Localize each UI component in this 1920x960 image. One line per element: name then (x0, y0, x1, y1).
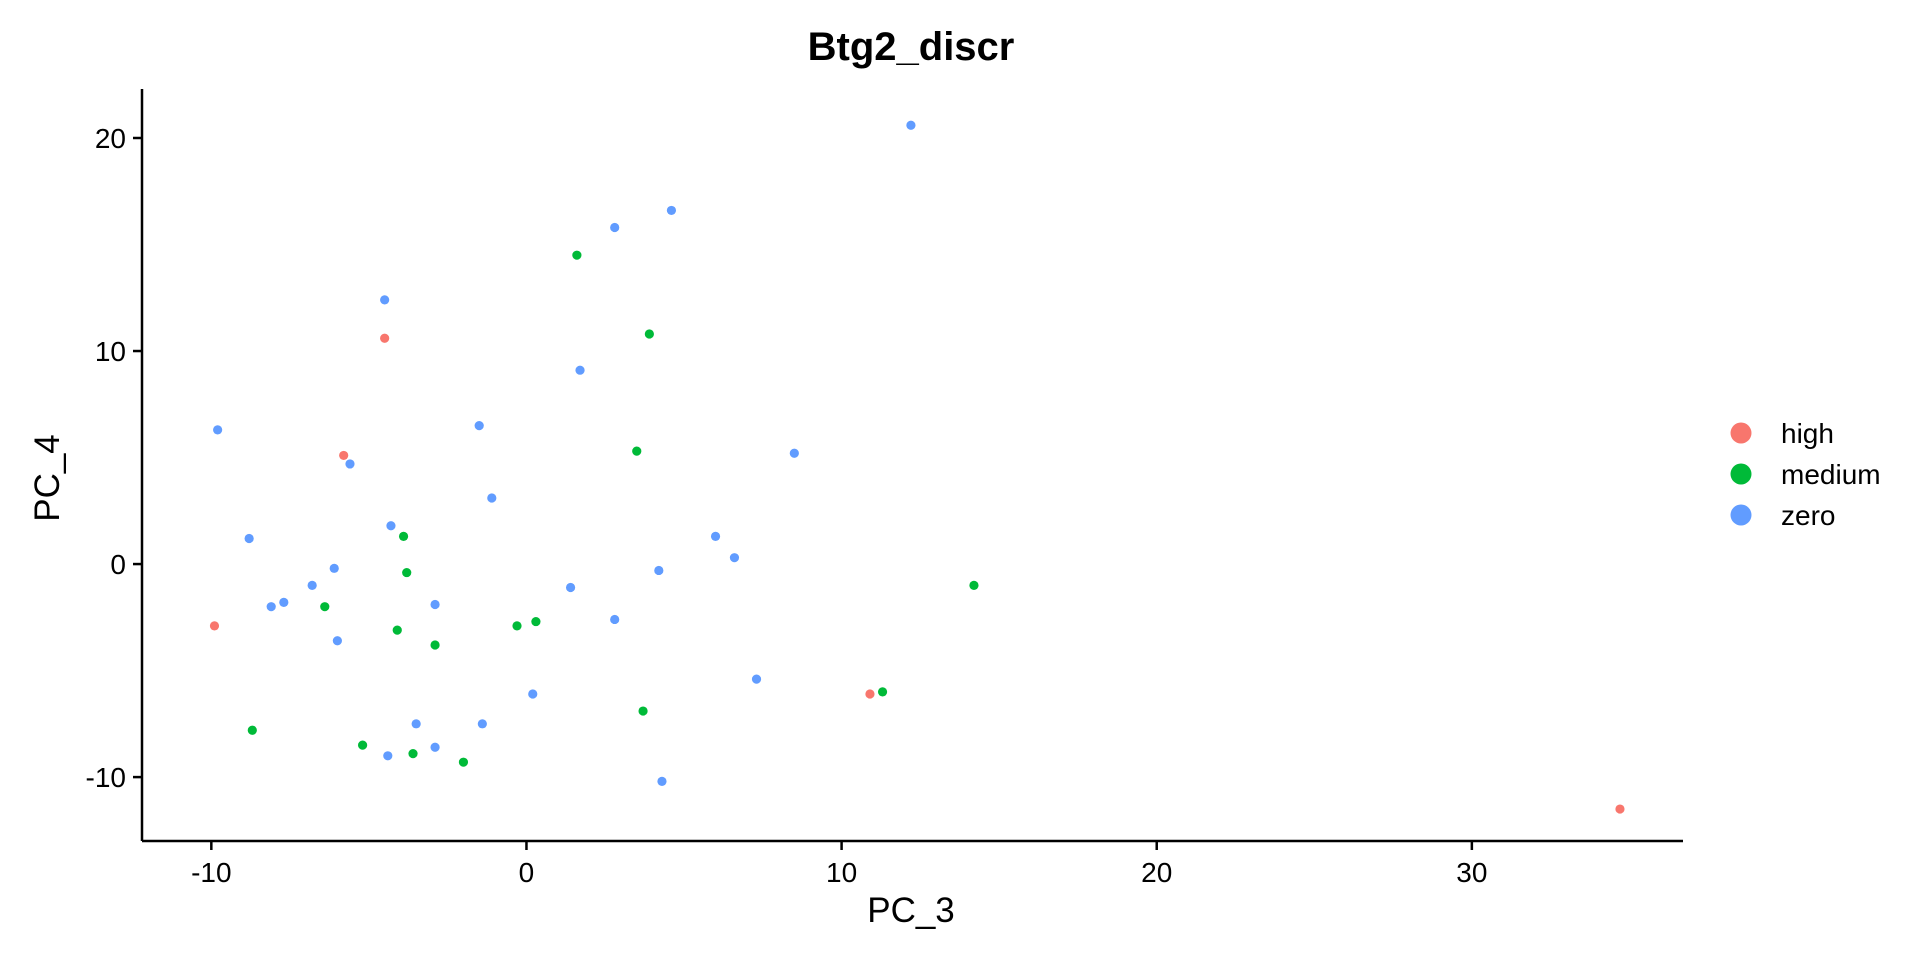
data-point-medium (572, 250, 582, 260)
x-tick-label: 10 (826, 857, 857, 888)
x-tick-label: 30 (1456, 857, 1487, 888)
y-tick-label: -10 (86, 762, 126, 793)
data-point-medium (398, 531, 409, 541)
data-point-medium (512, 621, 522, 631)
x-tick-label: 20 (1141, 857, 1172, 888)
data-point-zero (383, 751, 393, 761)
data-point-zero (430, 599, 440, 610)
data-point-zero (666, 205, 677, 216)
data-point-zero (565, 582, 576, 593)
y-axis-label: PC_4 (28, 434, 67, 522)
data-point-zero (610, 614, 620, 625)
data-point-high (209, 621, 220, 631)
data-point-zero (789, 448, 799, 458)
data-point-zero (906, 120, 916, 130)
data-point-medium (392, 625, 402, 635)
legend: high medium zero (1730, 418, 1881, 531)
data-point-zero (244, 533, 254, 544)
axes: -10 0 10 20 30 -10 0 10 20 (86, 89, 1683, 888)
legend-label-zero: zero (1781, 500, 1835, 531)
data-point-zero (307, 580, 317, 590)
data-point-zero (729, 553, 740, 563)
data-point-medium (531, 616, 541, 627)
data-point-medium (969, 580, 979, 590)
data-point-zero (657, 776, 667, 786)
legend-label-medium: medium (1781, 459, 1881, 490)
y-tick-label: 20 (95, 123, 126, 154)
data-point-medium (638, 706, 648, 716)
legend-key-zero (1730, 504, 1752, 526)
data-point-zero (279, 597, 289, 608)
legend-key-high (1730, 422, 1752, 444)
data-point-medium (402, 567, 412, 578)
data-point-zero (477, 719, 487, 729)
data-point-high (865, 689, 875, 699)
data-point-medium (430, 640, 440, 650)
data-point-high (380, 333, 390, 343)
data-point-zero (411, 719, 421, 729)
legend-label-high: high (1781, 418, 1834, 449)
data-point-zero (751, 674, 762, 684)
data-point-zero (213, 425, 223, 435)
data-point-medium (357, 740, 368, 750)
data-point-medium (458, 757, 469, 767)
data-point-zero (528, 689, 538, 699)
data-point-zero (487, 493, 497, 503)
legend-key-medium (1730, 463, 1752, 485)
data-points (209, 120, 1625, 814)
data-point-high (1615, 804, 1625, 814)
data-point-zero (710, 531, 721, 541)
data-point-zero (575, 365, 585, 375)
data-point-zero (332, 636, 342, 646)
data-point-zero (610, 222, 620, 233)
chart-title: Btg2_discr (808, 25, 1015, 69)
data-point-zero (380, 295, 390, 305)
data-point-zero (345, 459, 355, 469)
data-point-medium (632, 446, 642, 456)
data-point-medium (247, 725, 257, 735)
data-point-medium (877, 687, 888, 697)
y-tick-label: 0 (110, 549, 126, 580)
data-point-zero (329, 563, 339, 573)
x-axis-label: PC_3 (867, 891, 955, 930)
x-tick-label: -10 (191, 857, 231, 888)
data-point-high (339, 450, 349, 461)
x-tick-label: 0 (519, 857, 535, 888)
data-point-medium (408, 749, 418, 759)
data-point-zero (654, 565, 664, 576)
data-point-zero (430, 742, 440, 752)
data-point-medium (644, 329, 654, 339)
data-point-medium (320, 602, 330, 612)
data-point-zero (386, 521, 396, 531)
y-tick-label: 10 (95, 336, 126, 367)
data-point-zero (474, 420, 484, 431)
data-point-zero (266, 602, 276, 612)
